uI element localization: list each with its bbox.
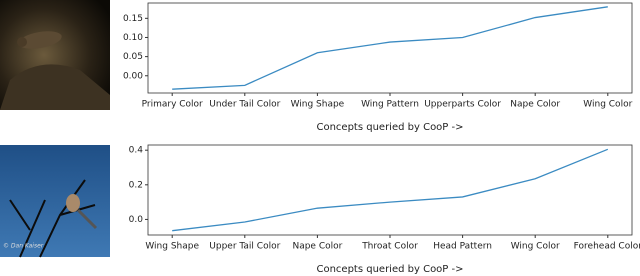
x-tick-label: Forehead Color [574,242,640,252]
line-series [172,148,609,232]
bird-photo-2: © Dan Kaiser [0,145,110,258]
y-tick-label: 0.0 [129,215,144,225]
x-tick-label: Throat Color [361,242,418,252]
x-tick-label: Wing Shape [291,100,345,110]
x-axis-label: Concepts queried by CooP -> [316,264,463,275]
axes-frame [147,2,633,94]
axes-frame [147,144,633,236]
y-tick-label: 0.10 [123,33,143,43]
y-tick-label: 0.15 [123,14,143,24]
x-tick-label: Primary Color [142,100,203,110]
y-tick-label: 0.05 [123,52,143,62]
x-tick-label: Wing Pattern [361,100,419,110]
y-tick-label: 0.00 [123,71,143,81]
x-tick-label: Under Tail Color [209,100,280,110]
x-tick-label: Wing Color [583,100,632,110]
bird-photo-1 [0,0,110,110]
x-tick-label: Wing Color [511,242,560,252]
x-tick-label: Upper Tail Color [209,242,280,252]
line-series [172,6,608,90]
watermark: © Dan Kaiser [3,243,44,250]
x-axis-label: Concepts queried by CooP -> [316,122,463,133]
x-tick-label: Nape Color [292,242,342,252]
y-tick-label: 0.2 [129,180,143,190]
x-tick-label: Upperparts Color [424,100,501,110]
x-tick-label: Head Pattern [433,242,492,252]
x-tick-label: Wing Shape [145,242,199,252]
x-tick-label: Nape Color [510,100,560,110]
y-tick-label: 0.4 [129,146,144,156]
